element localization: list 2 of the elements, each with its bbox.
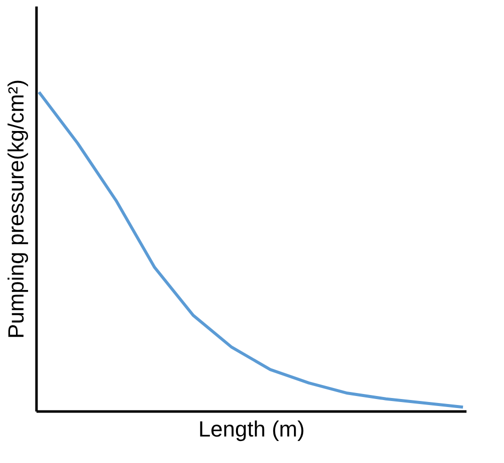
x-axis-title: Length (m)	[198, 416, 305, 442]
y-axis-title: Pumping pressure(kg/cm²)	[4, 79, 28, 339]
